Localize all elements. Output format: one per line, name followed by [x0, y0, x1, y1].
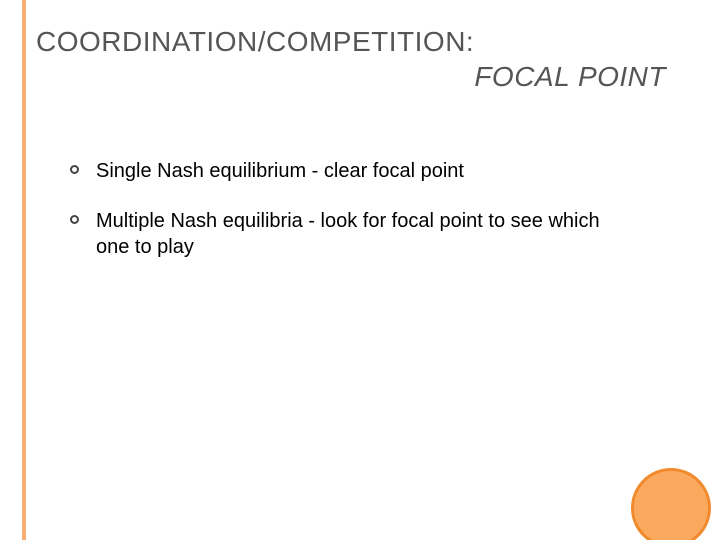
title-line-1: COORDINATION/COMPETITION: [36, 24, 666, 59]
list-item: Single Nash equilibrium - clear focal po… [70, 158, 630, 184]
title-line-2: FOCAL POINT [36, 59, 666, 94]
list-item: Multiple Nash equilibria - look for foca… [70, 208, 630, 260]
left-accent-bar [22, 0, 26, 540]
corner-accent-circle [631, 468, 711, 540]
slide-body: Single Nash equilibrium - clear focal po… [70, 158, 630, 284]
bullet-list: Single Nash equilibrium - clear focal po… [70, 158, 630, 260]
slide: COORDINATION/COMPETITION: FOCAL POINT Si… [0, 0, 720, 540]
slide-title: COORDINATION/COMPETITION: FOCAL POINT [36, 24, 666, 94]
